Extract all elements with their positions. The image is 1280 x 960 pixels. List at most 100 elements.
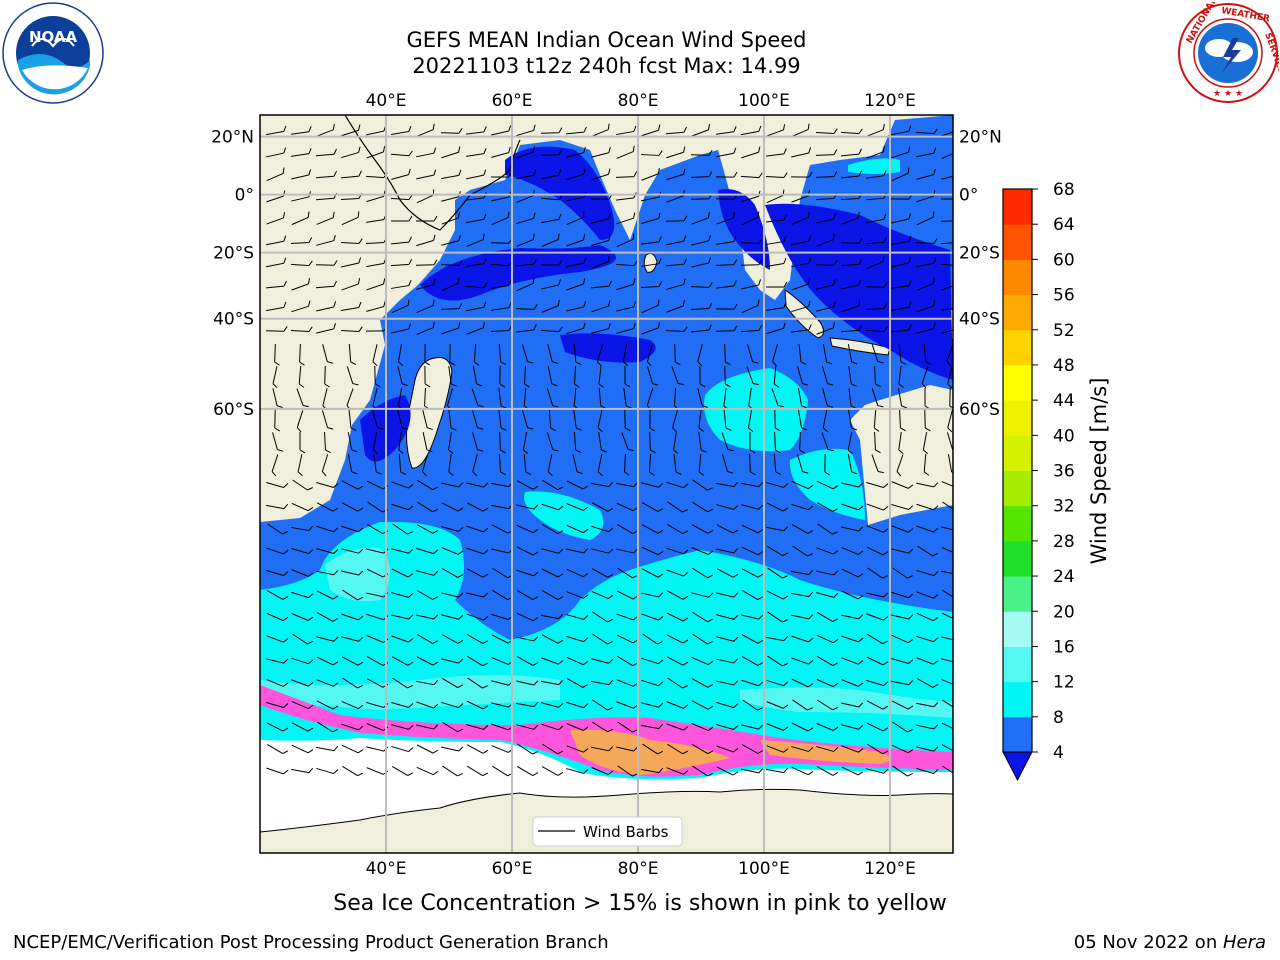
- wind-barb: [465, 282, 488, 289]
- wind-barb: [316, 745, 339, 752]
- wind-barb: [541, 723, 564, 731]
- wind-barb: [815, 171, 838, 178]
- wind-barb: [416, 634, 439, 644]
- wind-barb: [891, 324, 912, 333]
- wind-barb: [342, 589, 364, 601]
- wind-barb: [866, 592, 889, 598]
- wind-barb: [291, 657, 314, 665]
- wind-barb: [266, 125, 287, 136]
- wind-barb: [641, 546, 664, 556]
- wind-barb: [721, 454, 734, 474]
- wind-barb: [271, 454, 279, 477]
- wind-barb: [916, 678, 939, 688]
- wind-barb: [824, 453, 831, 476]
- wind-barb: [547, 344, 558, 364]
- wind-barb: [646, 344, 654, 367]
- wind-barb: [591, 767, 614, 775]
- colorbar-segment: [1003, 646, 1032, 683]
- wind-barb: [617, 765, 638, 777]
- colorbar-segment: [1003, 611, 1032, 647]
- colorbar-segment: [1003, 364, 1032, 401]
- wind-barb: [791, 300, 811, 313]
- wind-barb: [891, 548, 914, 554]
- wind-barb: [546, 432, 559, 452]
- wind-barb: [416, 590, 439, 600]
- wind-barb: [416, 766, 439, 776]
- wind-barb: [871, 388, 884, 408]
- wind-barb: [692, 765, 713, 777]
- wind-barb: [598, 366, 604, 388]
- wind-barb: [746, 366, 759, 386]
- wind-barb: [292, 633, 314, 645]
- wind-barb: [516, 169, 537, 180]
- wind-barb: [467, 677, 488, 689]
- wind-barb: [848, 366, 857, 387]
- wind-barb: [892, 567, 913, 579]
- lon-tick-label-bottom: 120°E: [864, 859, 916, 879]
- wind-barb: [316, 211, 335, 225]
- wind-barb: [272, 366, 278, 389]
- wind-barb: [440, 303, 463, 310]
- wind-barb: [566, 568, 589, 578]
- wind-barb: [915, 128, 938, 135]
- wind-barb: [448, 432, 454, 455]
- wind-barb: [797, 388, 808, 409]
- wind-barb: [766, 723, 789, 731]
- wind-barb: [546, 388, 559, 408]
- wind-barb: [441, 614, 464, 620]
- wind-barb: [597, 454, 603, 477]
- wind-barb: [665, 326, 688, 332]
- wind-barb: [266, 679, 289, 687]
- wind-barb: [667, 743, 689, 755]
- wind-barb: [341, 146, 361, 159]
- sumatra-land: [784, 289, 824, 339]
- wind-barb: [466, 568, 489, 578]
- wind-12-16-band-east: [740, 687, 953, 718]
- wind-barb: [540, 326, 563, 333]
- wind-barb: [417, 479, 439, 491]
- wind-barb: [746, 344, 759, 364]
- wind-barb: [741, 768, 764, 774]
- wind-barb: [272, 432, 284, 452]
- wind-barb: [266, 147, 287, 158]
- wind-barb: [267, 523, 288, 535]
- wind-barb: [516, 766, 539, 776]
- wind-barb: [591, 548, 614, 554]
- wind-barb: [516, 680, 539, 686]
- wind-barb: [341, 570, 364, 576]
- wind-barb: [891, 657, 914, 665]
- wind-barb: [441, 592, 464, 598]
- wind-barb: [891, 614, 914, 620]
- wind-barb: [471, 388, 484, 408]
- wind-barb: [916, 657, 939, 665]
- map-tick-labels: 40°E 40°E 60°E 60°E 80°E 80°E 100°E 100°E 120°E 1…: [211, 91, 1002, 879]
- wind-barb: [715, 259, 738, 266]
- wind-barb: [941, 636, 953, 642]
- wind-barb: [266, 767, 289, 775]
- wind-barb: [924, 409, 931, 432]
- wind-barb: [721, 432, 734, 452]
- wind-barb: [941, 546, 953, 556]
- wind-barb: [621, 432, 634, 452]
- svg-text:★ ★ ★: ★ ★ ★: [1213, 89, 1243, 99]
- wind-barb: [892, 721, 913, 733]
- wind-barb: [716, 680, 739, 686]
- wind-barb: [267, 743, 289, 755]
- wind-barb: [916, 569, 939, 577]
- wind-barb: [591, 147, 611, 158]
- wind-barb: [941, 169, 953, 180]
- wind-barb: [316, 636, 339, 642]
- wind-barb: [640, 150, 663, 156]
- wind-barb: [321, 410, 334, 430]
- wind-barb: [891, 680, 914, 686]
- wind-8-12-patch-central: [524, 491, 604, 540]
- wind-barb: [691, 324, 712, 333]
- wind-barb: [291, 211, 310, 226]
- wind-barb: [266, 301, 287, 312]
- wind-barb: [266, 212, 286, 225]
- wind-barb: [916, 768, 939, 774]
- wind-barb: [316, 656, 339, 666]
- colorbar-tick-label: 4: [1053, 743, 1064, 763]
- wind-barb: [472, 432, 484, 452]
- wind-barb: [516, 546, 539, 556]
